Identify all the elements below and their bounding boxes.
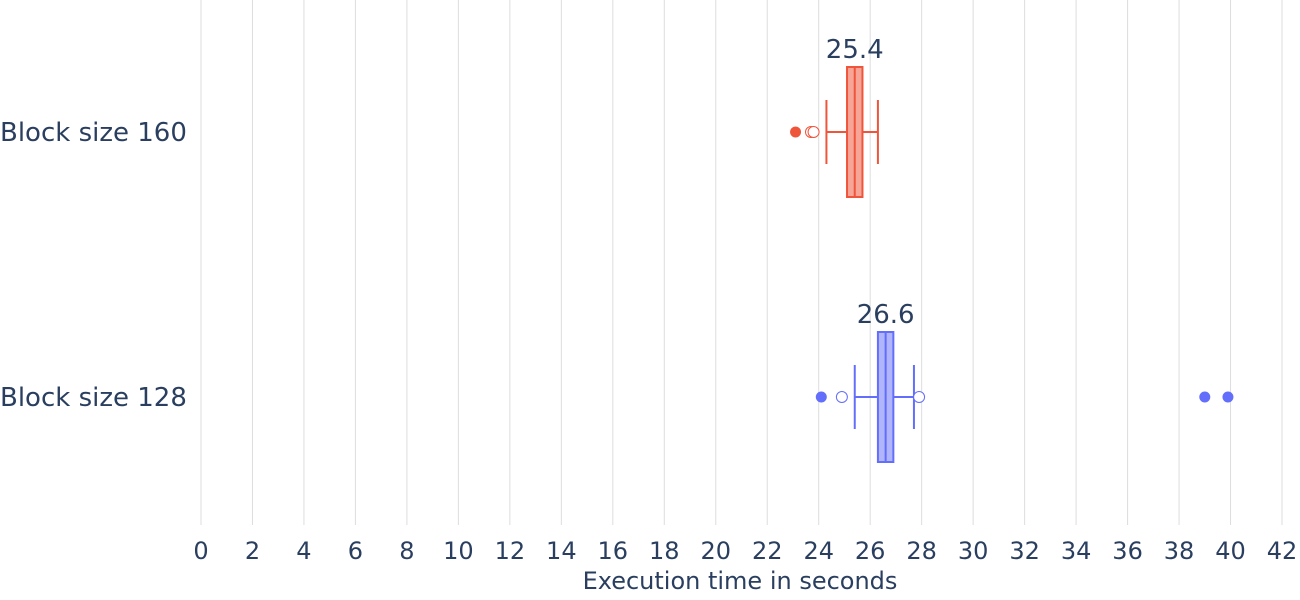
x-tick-label: 30 <box>958 537 989 565</box>
suspected-outlier-point <box>835 391 848 403</box>
box-trace: 26.6 <box>815 300 1234 463</box>
x-tick-label: 38 <box>1164 537 1195 565</box>
x-axis-ticks: 0 2 4 6 8 10 12 14 16 18 20 22 24 26 28 30 32 34 36 38 40 42 <box>193 537 1297 565</box>
suspected-outlier-point <box>913 391 926 403</box>
x-tick-label: 24 <box>803 537 834 565</box>
x-tick-label: 22 <box>752 537 783 565</box>
x-tick-label: 26 <box>855 537 886 565</box>
x-tick-label: 2 <box>245 537 260 565</box>
x-tick-label: 42 <box>1267 537 1298 565</box>
outlier-point <box>790 126 802 138</box>
suspected-outlier-point <box>807 126 820 138</box>
category-label: Block size 128 <box>0 383 187 413</box>
outlier-point <box>815 391 827 403</box>
x-tick-label: 10 <box>443 537 474 565</box>
x-tick-label: 36 <box>1112 537 1143 565</box>
category-labels: Block size 160 Block size 128 <box>0 118 187 413</box>
x-tick-label: 8 <box>399 537 414 565</box>
category-label: Block size 160 <box>0 118 187 148</box>
x-tick-label: 40 <box>1215 537 1246 565</box>
outlier-point <box>1222 391 1234 403</box>
x-tick-label: 14 <box>546 537 577 565</box>
median-label: 26.6 <box>857 300 915 330</box>
x-tick-label: 28 <box>906 537 937 565</box>
median-label: 25.4 <box>826 35 884 65</box>
outlier-point <box>1199 391 1211 403</box>
x-tick-label: 4 <box>296 537 311 565</box>
x-tick-label: 16 <box>598 537 629 565</box>
x-tick-label: 0 <box>193 537 208 565</box>
x-tick-label: 20 <box>700 537 731 565</box>
x-tick-label: 34 <box>1061 537 1092 565</box>
x-tick-label: 6 <box>348 537 363 565</box>
x-tick-label: 12 <box>495 537 526 565</box>
x-tick-label: 18 <box>649 537 680 565</box>
x-tick-label: 32 <box>1009 537 1040 565</box>
box-trace: 25.4 <box>790 35 884 198</box>
box-series: 25.4 26.6 <box>790 35 1234 463</box>
x-axis-title: Execution time in seconds <box>583 567 898 595</box>
gridlines <box>200 0 1283 525</box>
